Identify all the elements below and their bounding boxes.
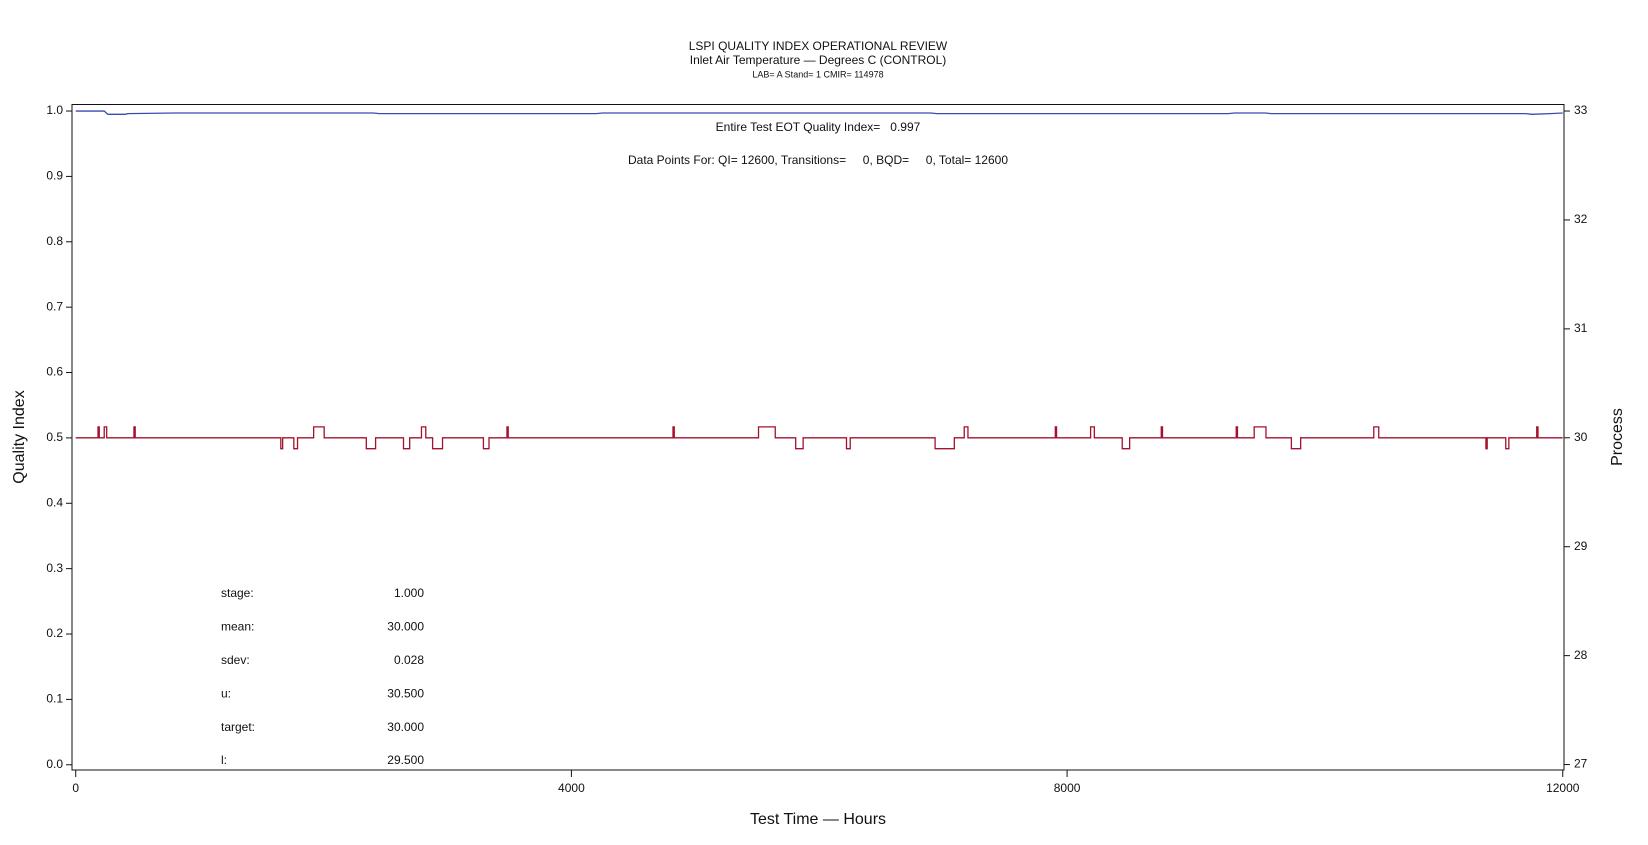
chart-subtitle: Inlet Air Temperature — Degrees C (CONTR… (690, 53, 947, 67)
y2-axis-label: Process (1609, 408, 1626, 466)
data-line (75, 110, 1563, 115)
y-tick-label: 0.3 (46, 561, 63, 575)
y-tick-label: 0.7 (46, 299, 63, 313)
stat-value: 30.500 (387, 686, 424, 700)
stat-label: l: (221, 753, 227, 767)
y2-tick-label: 28 (1574, 648, 1588, 662)
y2-tick-label: 30 (1574, 430, 1588, 444)
stat-label: target: (221, 720, 255, 734)
stat-value: 0.028 (394, 653, 424, 667)
y-axis-label: Quality Index (11, 390, 28, 483)
y-tick-label: 0.1 (46, 692, 63, 706)
stat-value: 30.000 (387, 620, 424, 634)
x-axis-label: Test Time — Hours (750, 811, 886, 828)
stat-value: 29.500 (387, 753, 424, 767)
annotation: Data Points For: QI= 12600, Transitions=… (628, 153, 1008, 167)
y-tick-label: 0.4 (46, 495, 63, 509)
y-tick-label: 0.0 (46, 757, 63, 771)
plot-frame (71, 104, 1565, 771)
stat-label: sdev: (221, 653, 250, 667)
chart-title: LSPI QUALITY INDEX OPERATIONAL REVIEW (689, 39, 948, 53)
y2-tick-label: 27 (1574, 757, 1588, 771)
y2-tick-label: 31 (1574, 321, 1588, 335)
stat-label: stage: (221, 586, 254, 600)
y-tick-label: 1.0 (46, 103, 63, 117)
stat-label: u: (221, 686, 231, 700)
data-line (75, 426, 1563, 450)
x-tick-label: 12000 (1546, 781, 1580, 795)
y-tick-label: 0.8 (46, 234, 63, 248)
stat-label: mean: (221, 620, 254, 634)
stat-value: 30.000 (387, 720, 424, 734)
x-tick-label: 0 (72, 781, 79, 795)
y-tick-label: 0.6 (46, 365, 63, 379)
y-tick-label: 0.2 (46, 626, 63, 640)
stat-value: 1.000 (394, 586, 424, 600)
x-tick-label: 8000 (1054, 781, 1081, 795)
y2-tick-label: 29 (1574, 539, 1588, 553)
chart-subtitle: LAB= A Stand= 1 CMIR= 114978 (752, 69, 883, 79)
y2-tick-label: 33 (1574, 103, 1588, 117)
y-tick-label: 0.5 (46, 430, 63, 444)
annotation: Entire Test EOT Quality Index= 0.997 (716, 120, 921, 134)
y2-tick-label: 32 (1574, 212, 1588, 226)
y-tick-label: 0.9 (46, 169, 63, 183)
x-tick-label: 4000 (558, 781, 585, 795)
